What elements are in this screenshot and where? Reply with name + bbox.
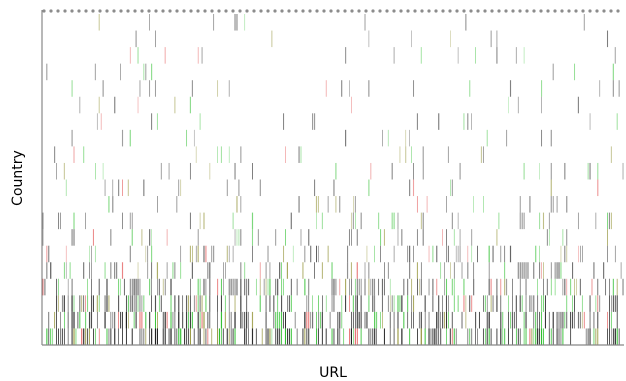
top-dot (308, 9, 312, 13)
top-dot (112, 9, 116, 13)
top-dot (294, 9, 298, 13)
top-dot (413, 9, 417, 13)
top-dot (357, 9, 361, 13)
top-dot (147, 9, 151, 13)
top-dot (315, 9, 319, 13)
top-dot (231, 9, 235, 13)
top-dot (567, 9, 571, 13)
top-dot (490, 9, 494, 13)
top-dot (364, 9, 368, 13)
x-axis-title: URL (319, 365, 347, 381)
top-dot (322, 9, 326, 13)
top-dot (280, 9, 284, 13)
top-dot (518, 9, 522, 13)
top-dot (399, 9, 403, 13)
top-dot (329, 9, 333, 13)
top-dot (483, 9, 487, 13)
top-dot (189, 9, 193, 13)
top-dot (217, 9, 221, 13)
top-dot (224, 9, 228, 13)
top-dot (504, 9, 508, 13)
top-dot (455, 9, 459, 13)
top-dot (119, 9, 123, 13)
top-dot (210, 9, 214, 13)
top-dot (336, 9, 340, 13)
top-dot (182, 9, 186, 13)
top-dot (154, 9, 158, 13)
top-dot (140, 9, 144, 13)
top-dot (497, 9, 501, 13)
top-dot (420, 9, 424, 13)
top-dot (385, 9, 389, 13)
top-dot-row (42, 9, 620, 13)
top-dot (259, 9, 263, 13)
top-dot (574, 9, 578, 13)
top-dot (105, 9, 109, 13)
top-dot (378, 9, 382, 13)
top-dot (63, 9, 67, 13)
top-dot (539, 9, 543, 13)
top-dot (427, 9, 431, 13)
top-dot (168, 9, 172, 13)
top-dot (462, 9, 466, 13)
top-dot (238, 9, 242, 13)
top-dot (343, 9, 347, 13)
top-dot (511, 9, 515, 13)
top-dot (434, 9, 438, 13)
top-dot (84, 9, 88, 13)
top-dot (588, 9, 592, 13)
top-dot (287, 9, 291, 13)
top-dot (266, 9, 270, 13)
top-dot (546, 9, 550, 13)
top-dot (553, 9, 557, 13)
top-dot (126, 9, 130, 13)
top-dot (42, 9, 46, 13)
top-dot (448, 9, 452, 13)
top-dot (609, 9, 613, 13)
top-dot (469, 9, 473, 13)
top-dot (273, 9, 277, 13)
top-dot (350, 9, 354, 13)
plot-background (42, 10, 624, 345)
top-dot (245, 9, 249, 13)
top-dot (581, 9, 585, 13)
top-dot (203, 9, 207, 13)
top-dot (301, 9, 305, 13)
top-dot (77, 9, 81, 13)
top-dot (98, 9, 102, 13)
heatmap-marks (42, 14, 624, 345)
top-dot (133, 9, 137, 13)
top-dot (616, 9, 620, 13)
top-dot (476, 9, 480, 13)
y-axis-title: Country (10, 150, 26, 206)
top-dot (525, 9, 529, 13)
top-dot (91, 9, 95, 13)
top-dot (392, 9, 396, 13)
top-dot (196, 9, 200, 13)
top-dot (49, 9, 53, 13)
top-dot (161, 9, 165, 13)
top-dot (252, 9, 256, 13)
top-dot (441, 9, 445, 13)
top-dot (371, 9, 375, 13)
top-dot (532, 9, 536, 13)
top-dot (560, 9, 564, 13)
top-dot (602, 9, 606, 13)
top-dot (56, 9, 60, 13)
top-dot (175, 9, 179, 13)
top-dot (595, 9, 599, 13)
top-dot (406, 9, 410, 13)
top-dot (70, 9, 74, 13)
